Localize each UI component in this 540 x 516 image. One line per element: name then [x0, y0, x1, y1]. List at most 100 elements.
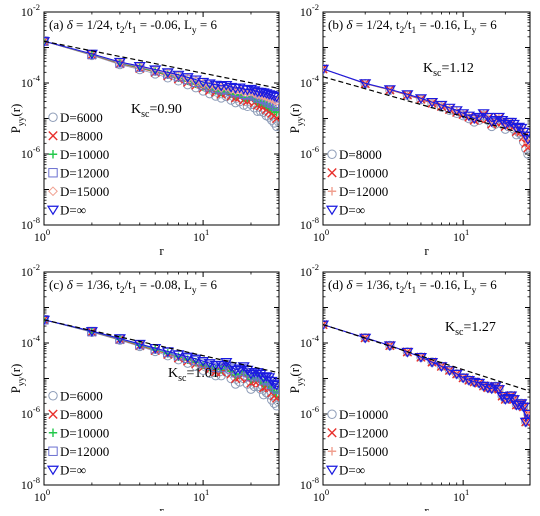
data-point [521, 409, 530, 420]
legend-label: D=8000 [60, 407, 103, 422]
panel-title: (a) δ = 1/24, t2/t1 = -0.06, Ly = 6 [49, 17, 217, 36]
y-axis-label: Pyy(r) [8, 364, 27, 394]
series-d-3 [323, 320, 530, 428]
data-point [512, 400, 525, 411]
data-point [271, 113, 279, 124]
data-point [252, 106, 263, 116]
ksc-annotation: Ksc=0.90 [131, 102, 182, 120]
data-point [477, 381, 490, 392]
y-tick-label: 10-8 [21, 475, 40, 492]
data-point [268, 91, 279, 102]
legend-label: D=6000 [60, 388, 103, 403]
data-point [271, 121, 279, 132]
data-point [246, 372, 256, 382]
power-law-fit-line [323, 324, 530, 392]
legend-label: D=∞ [339, 202, 365, 217]
legend-b: D=8000 D=10000 D=12000 D=∞ [325, 147, 388, 217]
y-tick-label: 10-2 [21, 262, 40, 279]
series-group-a [44, 36, 279, 132]
data-point [521, 144, 530, 154]
data-point [241, 85, 254, 96]
legend-marker [325, 465, 339, 476]
panel-a: 10-8 10-6 10-4 10-2 100 101 r Pyy(r) (a) δ = 1/2… [8, 2, 280, 258]
legend-marker [48, 186, 58, 197]
y-tick-label: 10-6 [21, 144, 40, 161]
data-point [270, 380, 279, 391]
panel-c: 10-8 10-6 10-4 10-2 100 101 r Pyy(r) (c) δ = 1/3… [8, 262, 280, 516]
legend-marker [327, 187, 337, 196]
legend-label: D=12000 [339, 425, 388, 440]
data-point [263, 90, 276, 100]
y-tick-label: 10-8 [300, 215, 319, 232]
power-law-fit-line [44, 40, 279, 90]
series-line [323, 68, 529, 140]
y-tick-label: 10-8 [300, 475, 319, 492]
legend-marker [327, 168, 337, 178]
series-b-1 [323, 64, 530, 153]
data-point [521, 135, 530, 145]
data-point [204, 360, 215, 371]
data-point [462, 376, 476, 386]
data-point [189, 75, 202, 86]
data-point [233, 83, 246, 94]
data-point [181, 73, 194, 83]
data-point [44, 36, 49, 47]
x-axis-label: r [159, 243, 164, 258]
data-point [225, 82, 238, 93]
legend-label: D=8000 [339, 147, 382, 162]
data-point [383, 341, 396, 352]
panel-b: 10-8 10-6 10-4 10-2 100 101 r Pyy(r) (b) δ = 1/2… [287, 2, 531, 258]
data-point [499, 119, 512, 130]
data-point [258, 389, 269, 400]
legend-marker [48, 168, 58, 178]
legend-marker [48, 150, 58, 159]
series-group-b [323, 64, 530, 159]
legend-label: D=15000 [60, 184, 109, 199]
data-point [249, 381, 260, 392]
legend-marker [327, 149, 337, 159]
x-tick-label: 100 [34, 227, 50, 244]
legend-label: D=12000 [60, 444, 109, 459]
series-line [44, 319, 277, 399]
x-tick-label: 100 [34, 487, 50, 504]
legend-marker [327, 447, 337, 456]
data-point [323, 64, 330, 75]
series-line [44, 40, 277, 98]
x-tick-label: 101 [193, 487, 209, 504]
power-law-fit-line [323, 76, 530, 137]
legend-label: D=∞ [60, 462, 86, 477]
data-point [499, 395, 512, 405]
panel-d: 10-8 10-6 10-4 10-2 100 101 r Pyy(r) (d) δ = 1/3… [287, 262, 531, 516]
legend-marker [48, 391, 58, 401]
legend-marker [327, 428, 337, 438]
data-point [220, 81, 233, 91]
series-group-d [323, 319, 530, 428]
ksc-annotation: Ksc=1.01 [168, 366, 219, 384]
data-point [44, 36, 49, 46]
data-point [492, 385, 505, 395]
data-point [359, 79, 372, 89]
y-tick-label: 10-8 [21, 215, 40, 232]
data-point [359, 333, 372, 344]
data-point [161, 68, 174, 78]
data-point [481, 383, 494, 394]
x-axis-label: r [424, 503, 429, 511]
data-point [505, 117, 518, 128]
data-point [172, 350, 185, 360]
legend-marker [48, 131, 58, 141]
y-tick-label: 10-2 [21, 2, 40, 19]
data-point [242, 87, 253, 98]
data-point [473, 112, 486, 123]
legend-c: D=6000 D=8000 D=10000 D=12000 D=∞ [46, 388, 109, 477]
data-point [435, 100, 448, 111]
y-tick-label: 10-4 [300, 73, 320, 90]
legend-d: D=10000 D=12000 D=15000 D=∞ [325, 407, 388, 477]
x-axis-label: r [424, 243, 429, 258]
legend-marker [48, 446, 58, 456]
data-point [113, 57, 126, 68]
legend-marker [48, 428, 58, 437]
panel-title: (d) δ = 1/36, t2/t1 = -0.16, Ly = 6 [328, 277, 497, 296]
data-point [269, 398, 279, 409]
data-point [161, 347, 174, 358]
